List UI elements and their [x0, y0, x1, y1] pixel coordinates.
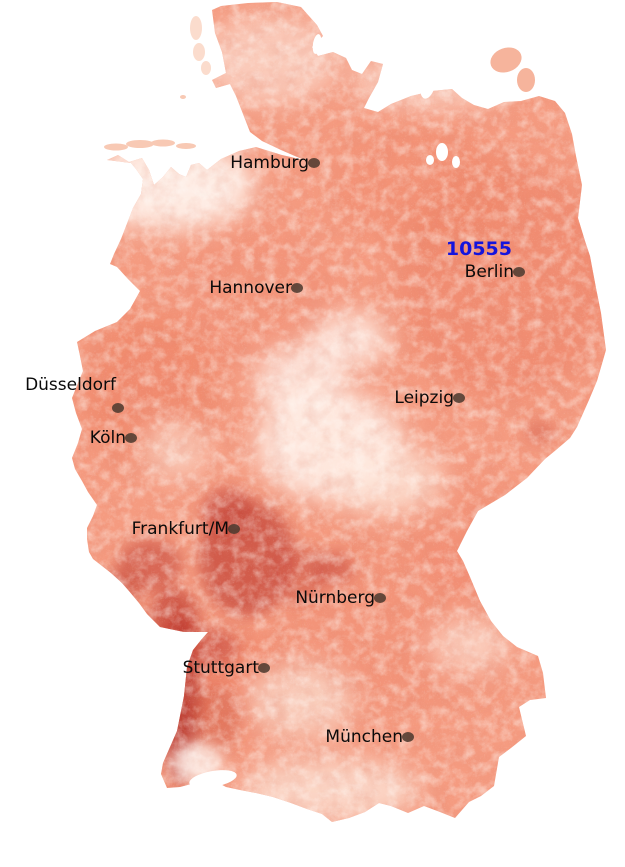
berlin-value-annotation: 10555	[445, 238, 512, 260]
city-dot	[374, 593, 386, 603]
water-bodies	[189, 34, 460, 788]
city-label: Berlin	[464, 262, 514, 282]
city-label: München	[325, 727, 403, 747]
city-dot	[308, 158, 320, 168]
city-label: Leipzig	[394, 388, 454, 408]
city-dot	[453, 393, 465, 403]
map-fill-layer	[72, 2, 606, 822]
map-texture-cells	[72, 2, 606, 822]
city-label: Stuttgart	[182, 658, 259, 678]
city-dot	[513, 267, 525, 277]
city-label: Nürnberg	[295, 588, 375, 608]
islands	[104, 16, 535, 151]
city-label: Hamburg	[230, 153, 309, 173]
city-dot	[112, 403, 124, 413]
city-dot	[228, 524, 240, 534]
city-dot	[291, 283, 303, 293]
city-dot	[258, 663, 270, 673]
city-label: Düsseldorf	[25, 375, 116, 395]
city-label: Köln	[89, 428, 126, 448]
city-label: Hannover	[209, 278, 292, 298]
city-dot	[125, 433, 137, 443]
city-label: Frankfurt/M	[131, 519, 229, 539]
city-dot	[402, 732, 414, 742]
